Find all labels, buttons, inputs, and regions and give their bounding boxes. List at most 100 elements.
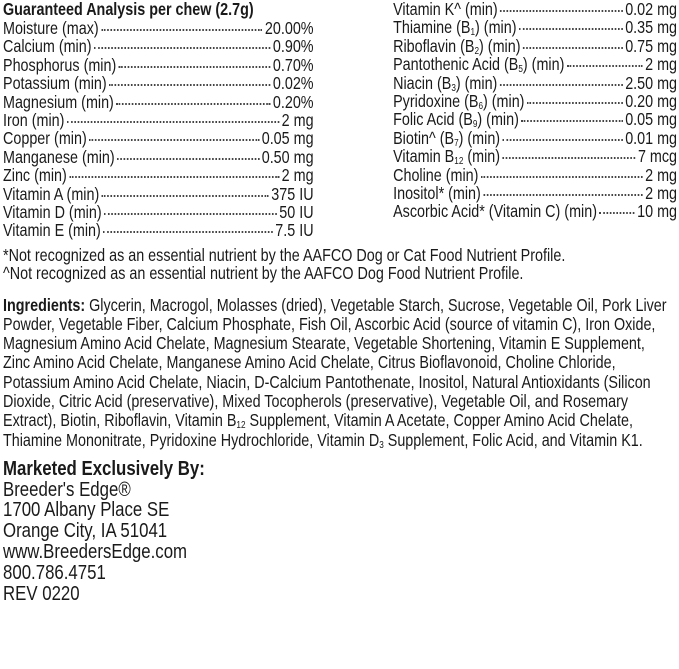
nutrient-value: 0.05 mg — [625, 109, 678, 130]
ingredients-line: Thiamine Mononitrate, Pyridoxine Hydroch… — [3, 429, 677, 451]
nutrient-value: 10 mg — [637, 201, 678, 222]
nutrient-value: 2.50 mg — [625, 72, 678, 93]
nutrient-value: 0.90% — [272, 36, 314, 57]
nutrient-qualifier: ) (min) — [522, 54, 565, 75]
nutrient-row: Magnesium (min) 0.20% — [3, 91, 314, 112]
nutrient-name: Vitamin K^ (min) — [393, 0, 498, 19]
footnotes: *Not recognized as an essential nutrient… — [3, 244, 677, 284]
nutrient-value: 0.35 mg — [625, 17, 678, 38]
dotted-leader — [500, 10, 623, 12]
ingredients-text: Potassium Amino Acid Chelate, Niacin, D-… — [3, 371, 651, 392]
nutrient-label: Folic Acid (B9) (min) — [393, 109, 519, 131]
analysis-title: Guaranteed Analysis per chew (2.7g) — [3, 0, 254, 19]
nutrient-subscript: 2 — [474, 45, 480, 57]
nutrient-name: Ascorbic Acid* (Vitamin C) (min) — [393, 201, 597, 222]
nutrient-name: Iron (min) — [3, 109, 65, 130]
marketer-phone: 800.786.4751 — [3, 560, 106, 584]
nutrient-name: Folic Acid (B — [393, 109, 473, 130]
nutrient-label: Moisture (max) — [3, 19, 99, 37]
nutrient-value: 2 mg — [281, 165, 314, 186]
nutrient-name: Biotin^ (B — [393, 127, 455, 148]
nutrient-value: 2 mg — [645, 164, 678, 185]
dotted-leader — [116, 102, 271, 105]
nutrient-row: Copper (min) 0.05 mg — [3, 129, 314, 148]
ingredients-line: Dioxide, Citric Acid (preservative), Mix… — [3, 390, 677, 411]
nutrient-label: Potassium (min) — [3, 74, 107, 92]
nutrient-label: Phosphorus (min) — [3, 56, 116, 74]
nutrient-row: Calcium (min) 0.90% — [3, 36, 314, 57]
nutrient-subscript: 9 — [472, 119, 478, 131]
product-label: Guaranteed Analysis per chew (2.7g) Mois… — [3, 0, 677, 604]
ingredients-line: Powder, Vegetable Fiber, Calcium Phospha… — [3, 313, 677, 334]
nutrient-label: Choline (min) — [393, 164, 479, 185]
dotted-leader — [502, 138, 623, 141]
ingredients-text: Thiamine Mononitrate, Pyridoxine Hydroch… — [3, 429, 380, 450]
dotted-leader — [101, 194, 269, 197]
nutrient-value: 375 IU — [271, 183, 314, 204]
nutrient-row: Vitamin B12 (min) 7 mcg — [393, 146, 678, 167]
ingredients-line: Ingredients: Glycerin, Macrogol, Molasse… — [3, 294, 677, 315]
nutrient-label: Riboflavin (B2) (min) — [393, 35, 521, 57]
analysis-table: Moisture (max) 20.00% Calcium (min) 0.90% Ph… — [3, 0, 677, 240]
dotted-leader — [522, 46, 623, 49]
nutrient-label: Niacin (B3) (min) — [393, 72, 498, 94]
dotted-leader — [103, 231, 273, 234]
nutrient-name: Inositol* (min) — [393, 182, 481, 203]
nutrient-value: 0.75 mg — [625, 35, 678, 56]
analysis-column-right: Vitamin K^ (min) 0.02 mg Thiamine (B1) (mi… — [393, 0, 677, 240]
nutrient-qualifier: ) (min) — [458, 127, 501, 148]
nutrient-row: Niacin (B3) (min) 2.50 mg — [393, 72, 678, 94]
footnote-caret: ^Not recognized as an essential nutrient… — [3, 263, 524, 284]
nutrient-name: Vitamin A (min) — [3, 183, 100, 204]
nutrient-row: Manganese (min) 0.50 mg — [3, 146, 314, 167]
dotted-leader — [89, 139, 260, 142]
nutrient-name: Moisture (max) — [3, 18, 99, 38]
dotted-leader — [69, 176, 280, 179]
nutrient-label: Vitamin D (min) — [3, 203, 102, 221]
dotted-leader — [521, 120, 623, 123]
nutrient-name: Vitamin E (min) — [3, 220, 101, 241]
dotted-leader — [66, 120, 280, 123]
ingredients-subscript: 12 — [236, 420, 246, 432]
ingredients-text: Magnesium Amino Acid Chelate, Magnesium … — [3, 333, 645, 354]
nutrient-label: Thiamine (B1) (min) — [393, 17, 517, 38]
ingredients-text: Dioxide, Citric Acid (preservative), Mix… — [3, 390, 629, 411]
nutrient-value: 7 mcg — [637, 146, 678, 167]
nutrient-name: Vitamin B — [393, 146, 455, 167]
nutrient-row: Zinc (min) 2 mg — [3, 165, 314, 186]
ingredients-text: Supplement, Vitamin A Acetate, Copper Am… — [245, 410, 633, 431]
marketer-address-line1: 1700 Albany Place SE — [3, 498, 170, 522]
nutrient-value: 50 IU — [279, 201, 314, 222]
dotted-leader — [118, 65, 271, 68]
nutrient-value: 0.50 mg — [261, 146, 314, 167]
nutrient-row: Pyridoxine (B6) (min) 0.20 mg — [393, 90, 677, 112]
ingredients-subscript: 3 — [379, 439, 384, 451]
nutrient-row: Vitamin K^ (min) 0.02 mg — [393, 0, 677, 18]
nutrient-value: 0.20% — [272, 91, 314, 112]
ingredients-line: Extract), Biotin, Riboflavin, Vitamin B1… — [3, 410, 677, 432]
nutrient-label: Vitamin E (min) — [3, 221, 101, 239]
nutrient-label: Magnesium (min) — [3, 92, 114, 111]
nutrient-qualifier: ) (min) — [475, 17, 517, 38]
ingredients-text: Glycerin, Macrogol, Molasses (dried), Ve… — [85, 294, 667, 315]
nutrient-label: Zinc (min) — [3, 166, 67, 184]
nutrient-row: Inositol* (min) 2 mg — [393, 182, 677, 203]
nutrient-qualifier: ) (min) — [479, 35, 521, 56]
dotted-leader — [101, 29, 263, 31]
nutrient-row: Thiamine (B1) (min) 0.35 mg — [393, 17, 678, 38]
nutrient-subscript: 3 — [451, 82, 456, 94]
nutrient-qualifier: ) (min) — [455, 72, 498, 93]
ingredients-text: Powder, Vegetable Fiber, Calcium Phospha… — [3, 313, 656, 334]
nutrient-name: Calcium (min) — [3, 36, 92, 57]
dotted-leader — [499, 83, 623, 86]
dotted-leader — [518, 28, 623, 31]
nutrient-name: Pyridoxine (B — [393, 90, 479, 111]
nutrient-label: Vitamin A (min) — [3, 183, 100, 204]
nutrient-label: Calcium (min) — [3, 37, 92, 55]
nutrient-subscript: 5 — [518, 64, 523, 76]
nutrient-qualifier: (min) — [463, 146, 501, 167]
nutrient-name: Choline (min) — [393, 164, 479, 185]
nutrient-qualifier: ) (min) — [477, 109, 519, 130]
footnote-asterisk: *Not recognized as an essential nutrient… — [3, 244, 566, 265]
nutrient-row: Moisture (max) 20.00% — [3, 19, 314, 38]
